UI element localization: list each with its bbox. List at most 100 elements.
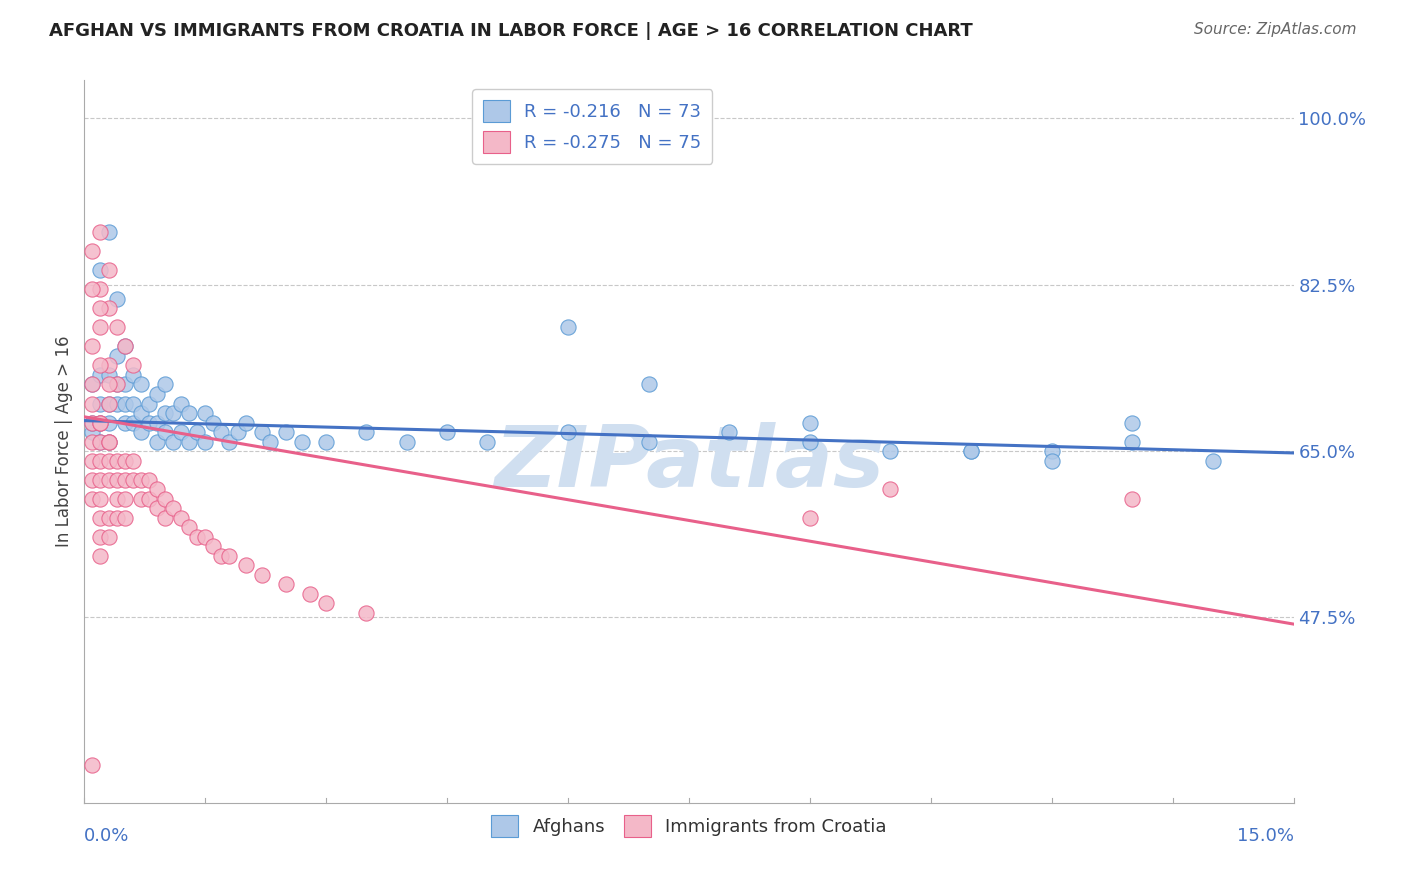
Point bbox=[356, 606, 378, 620]
Point bbox=[89, 416, 111, 430]
Point bbox=[105, 377, 128, 392]
Point bbox=[105, 491, 128, 506]
Point bbox=[799, 434, 821, 449]
Point bbox=[105, 453, 128, 467]
Point bbox=[1121, 416, 1143, 430]
Point bbox=[138, 416, 160, 430]
Point bbox=[114, 473, 136, 487]
Point bbox=[97, 416, 120, 430]
Point bbox=[960, 444, 983, 458]
Point bbox=[105, 473, 128, 487]
Point bbox=[114, 453, 136, 467]
Point bbox=[291, 434, 314, 449]
Point bbox=[121, 396, 143, 410]
Point bbox=[105, 320, 128, 334]
Point bbox=[105, 349, 128, 363]
Point bbox=[146, 416, 169, 430]
Point bbox=[138, 491, 160, 506]
Point bbox=[97, 226, 120, 240]
Point bbox=[356, 425, 378, 439]
Text: AFGHAN VS IMMIGRANTS FROM CROATIA IN LABOR FORCE | AGE > 16 CORRELATION CHART: AFGHAN VS IMMIGRANTS FROM CROATIA IN LAB… bbox=[49, 22, 973, 40]
Point bbox=[162, 434, 184, 449]
Point bbox=[89, 510, 111, 524]
Point bbox=[89, 434, 111, 449]
Point bbox=[170, 425, 193, 439]
Point bbox=[121, 473, 143, 487]
Point bbox=[153, 425, 176, 439]
Point bbox=[879, 482, 901, 496]
Point bbox=[97, 434, 120, 449]
Point bbox=[250, 425, 273, 439]
Point bbox=[138, 473, 160, 487]
Point bbox=[82, 453, 104, 467]
Point bbox=[82, 377, 104, 392]
Point bbox=[259, 434, 281, 449]
Point bbox=[250, 567, 273, 582]
Point bbox=[89, 359, 111, 373]
Point bbox=[97, 530, 120, 544]
Point bbox=[129, 406, 152, 420]
Point bbox=[153, 491, 176, 506]
Point bbox=[315, 434, 337, 449]
Point bbox=[89, 263, 111, 277]
Point bbox=[557, 425, 579, 439]
Point bbox=[799, 416, 821, 430]
Point bbox=[89, 473, 111, 487]
Point bbox=[1121, 434, 1143, 449]
Point bbox=[97, 377, 120, 392]
Point bbox=[179, 520, 201, 534]
Point bbox=[82, 377, 104, 392]
Point bbox=[105, 396, 128, 410]
Point bbox=[799, 510, 821, 524]
Point bbox=[97, 396, 120, 410]
Point bbox=[235, 558, 257, 573]
Point bbox=[162, 501, 184, 516]
Point bbox=[82, 473, 104, 487]
Point bbox=[153, 510, 176, 524]
Point bbox=[153, 406, 176, 420]
Point bbox=[97, 359, 120, 373]
Point bbox=[202, 539, 225, 553]
Point bbox=[129, 425, 152, 439]
Point bbox=[129, 377, 152, 392]
Point bbox=[82, 244, 104, 259]
Point bbox=[97, 434, 120, 449]
Point bbox=[89, 491, 111, 506]
Point bbox=[114, 416, 136, 430]
Point bbox=[186, 530, 208, 544]
Point bbox=[105, 377, 128, 392]
Point bbox=[97, 510, 120, 524]
Point bbox=[960, 444, 983, 458]
Point bbox=[1202, 453, 1225, 467]
Point bbox=[89, 530, 111, 544]
Point bbox=[114, 396, 136, 410]
Point bbox=[89, 226, 111, 240]
Point bbox=[138, 396, 160, 410]
Point bbox=[89, 453, 111, 467]
Text: ZIPatlas: ZIPatlas bbox=[494, 422, 884, 505]
Point bbox=[129, 491, 152, 506]
Point bbox=[89, 368, 111, 382]
Point bbox=[82, 425, 104, 439]
Point bbox=[162, 406, 184, 420]
Point bbox=[97, 301, 120, 316]
Point bbox=[1040, 453, 1063, 467]
Point bbox=[274, 425, 297, 439]
Point bbox=[105, 510, 128, 524]
Point bbox=[89, 434, 111, 449]
Point bbox=[209, 425, 232, 439]
Point bbox=[105, 292, 128, 306]
Point bbox=[89, 416, 111, 430]
Point bbox=[315, 596, 337, 610]
Point bbox=[82, 396, 104, 410]
Point bbox=[89, 320, 111, 334]
Point bbox=[97, 396, 120, 410]
Legend: Afghans, Immigrants from Croatia: Afghans, Immigrants from Croatia bbox=[484, 808, 894, 845]
Point bbox=[82, 491, 104, 506]
Point bbox=[114, 339, 136, 353]
Point bbox=[146, 501, 169, 516]
Point bbox=[274, 577, 297, 591]
Point bbox=[114, 510, 136, 524]
Point bbox=[89, 301, 111, 316]
Point bbox=[879, 444, 901, 458]
